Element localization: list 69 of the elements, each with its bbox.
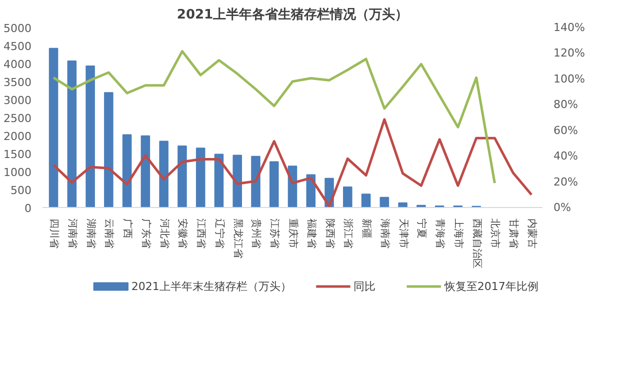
x-tick-label: 黑龙江省 (232, 218, 244, 258)
bar (159, 140, 168, 208)
y-tick-label: 5000 (4, 22, 32, 35)
y2-tick-label: 80% (554, 98, 578, 112)
bar (398, 202, 408, 208)
line-series (52, 50, 496, 184)
x-tick-label: 贵州省 (250, 218, 262, 248)
x-tick-label: 青海省 (434, 218, 446, 248)
y2-tick-label: 100% (554, 72, 585, 86)
x-tick-label: 内蒙古 (526, 218, 538, 248)
legend-label: 恢复至2017年比例 (443, 280, 538, 293)
y-tick-label: 4000 (4, 58, 32, 71)
bar (251, 156, 260, 208)
line-series (52, 118, 533, 208)
y2-tick-label: 40% (554, 150, 578, 163)
x-tick-label: 四川省 (48, 218, 60, 248)
bar (196, 148, 206, 208)
y-tick-label: 4500 (4, 40, 32, 53)
y-tick-label: 2500 (4, 112, 32, 125)
x-tick-label: 浙江省 (342, 218, 354, 248)
y-tick-label: 500 (10, 184, 32, 197)
y-tick-label: 2000 (4, 130, 32, 143)
y-tick-label: 3500 (4, 76, 32, 89)
legend-label: 2021上半年末生猪存栏（万头） (131, 280, 292, 293)
y-tick-label: 0 (24, 202, 32, 215)
y2-tick-label: 120% (554, 46, 585, 60)
x-tick-label: 天津市 (397, 218, 410, 248)
y-tick-label: 3000 (4, 94, 32, 107)
x-tick-label: 上海市 (452, 218, 464, 248)
x-tick-label: 广东省 (140, 218, 152, 248)
y-tick-label: 1000 (4, 166, 32, 179)
x-tick-label: 江苏省 (268, 218, 281, 248)
x-tick-label: 湖南省 (84, 218, 97, 248)
bar (178, 145, 187, 208)
x-tick-label: 河南省 (66, 218, 78, 248)
x-tick-label: 西藏自治区 (470, 218, 483, 268)
bar (269, 161, 279, 208)
chart-title: 2021上半年各省生猪存栏情况（万头） (176, 8, 408, 22)
bar (214, 154, 224, 208)
x-tick-label: 陕西省 (324, 218, 336, 248)
y2-tick-label: 140% (554, 21, 585, 34)
x-tick-label: 云南省 (103, 218, 116, 248)
y-tick-label: 1500 (4, 148, 32, 161)
bar (343, 186, 352, 208)
x-tick-label: 北京市 (489, 218, 502, 248)
y2-tick-label: 60% (554, 124, 578, 137)
x-tick-label: 甘肃省 (508, 218, 520, 248)
x-tick-label: 河北省 (158, 218, 170, 248)
x-tick-label: 重庆市 (287, 218, 299, 248)
x-tick-label: 福建省 (305, 218, 318, 248)
x-tick-label: 广西 (122, 218, 134, 238)
bar (48, 48, 58, 208)
bar (380, 196, 390, 208)
bar (140, 135, 150, 208)
bar (232, 154, 242, 208)
x-tick-label: 海南省 (378, 218, 391, 248)
x-tick-label: 江西省 (195, 218, 208, 248)
x-tick-label: 安徽省 (176, 218, 189, 248)
bar (361, 194, 371, 208)
bar (67, 60, 77, 208)
bar (104, 92, 114, 208)
x-tick-label: 辽宁省 (213, 218, 226, 248)
legend-label: 同比 (354, 280, 376, 293)
bar (122, 134, 132, 208)
bar (86, 66, 95, 208)
y2-tick-label: 20% (554, 175, 578, 188)
x-tick-label: 新疆 (360, 218, 373, 238)
x-tick-label: 宁夏 (416, 218, 428, 238)
y2-tick-label: 0% (554, 201, 571, 214)
